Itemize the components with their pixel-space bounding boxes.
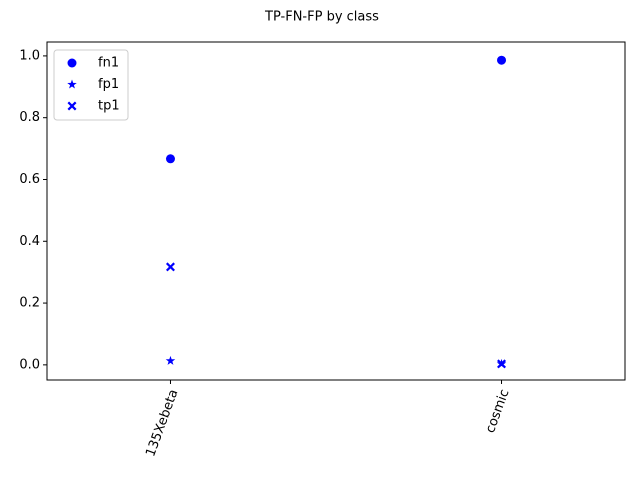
legend-label: fn1 xyxy=(98,56,119,71)
x-tick-label: cosmic xyxy=(483,387,513,435)
point xyxy=(165,154,175,164)
y-tick-label: 1.0 xyxy=(19,48,40,63)
point xyxy=(165,262,175,272)
point xyxy=(165,355,176,365)
chart-title: TP-FN-FP by class xyxy=(264,10,379,25)
y-tick-label: 0.6 xyxy=(19,172,40,187)
y-tick-label: 0.8 xyxy=(19,110,40,125)
y-tick-label: 0.2 xyxy=(19,296,40,311)
legend-label: fp1 xyxy=(98,77,119,92)
plot-frame xyxy=(46,41,626,381)
legend-marker xyxy=(67,101,77,111)
legend-marker xyxy=(67,58,77,68)
point xyxy=(497,359,507,369)
legend-label: tp1 xyxy=(98,99,120,114)
y-tick-label: 0.4 xyxy=(19,234,40,249)
y-tick-label: 0.0 xyxy=(19,357,40,372)
legend-marker xyxy=(67,79,77,89)
x-tick-label: 135Xebeta xyxy=(143,387,181,458)
point xyxy=(497,55,507,65)
legend-box xyxy=(53,49,129,121)
